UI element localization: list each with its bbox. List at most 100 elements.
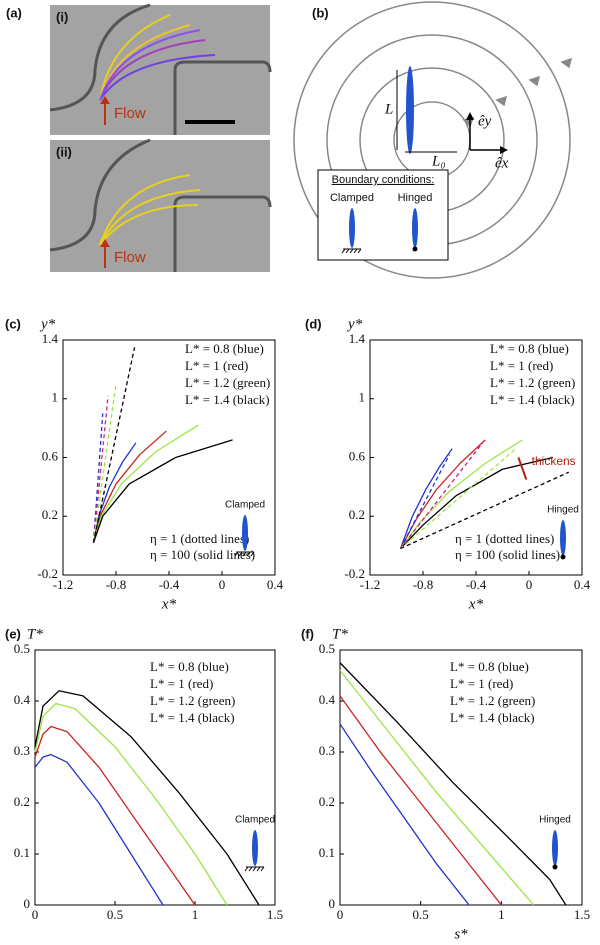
x-tick-label: -1.2 <box>53 577 74 592</box>
legend-text: L* = 1.2 (green) <box>150 693 235 708</box>
fiber-icon <box>552 830 558 866</box>
plot-frame <box>339 649 583 906</box>
y-tick-label: 0.5 <box>319 641 335 656</box>
x-tick-label: -1.2 <box>360 577 381 592</box>
x-tick-label: -0.4 <box>466 577 487 592</box>
x-tick-label: 0.4 <box>267 577 284 592</box>
note: η = 100 (solid lines) <box>455 547 560 562</box>
x-axis-label: x* <box>468 596 484 612</box>
boundary-label: Clamped <box>235 815 275 826</box>
y-tick-label: 1 <box>359 390 366 405</box>
y-tick-label: 0.2 <box>319 794 335 809</box>
clamp-hatch <box>244 866 265 872</box>
x-tick-label: -0.8 <box>413 577 434 592</box>
x-tick-label: -0.4 <box>159 577 180 592</box>
annotation: thickens <box>532 454 576 468</box>
boundary-label: Hinged <box>547 505 579 516</box>
photo <box>49 3 272 135</box>
legend-text: L* = 0.8 (blue) <box>185 341 264 356</box>
curve <box>34 702 228 906</box>
y-tick-label: 0 <box>24 896 31 911</box>
legend-text: L* = 0.8 (blue) <box>490 341 569 356</box>
offset-label: L₀ <box>431 153 446 169</box>
y-tick-label: 0.1 <box>14 845 30 860</box>
x-tick-label: 0.4 <box>574 577 591 592</box>
y-tick-label: 1.4 <box>349 331 366 346</box>
note: η = 1 (dotted lines) <box>455 531 554 546</box>
y-tick-label: 0.1 <box>319 845 335 860</box>
x-axis-label: x* <box>161 596 177 612</box>
y-tick-label: 0 <box>329 896 336 911</box>
curve <box>400 448 517 550</box>
fiber-icon <box>252 830 258 866</box>
photo <box>49 138 272 272</box>
curve <box>34 753 164 906</box>
legend-text: L* = 1 (red) <box>150 676 213 691</box>
curve <box>92 430 167 543</box>
annotation-arrow <box>517 457 528 480</box>
hinged-label: Hinged <box>398 192 433 204</box>
axis-label: êy <box>478 113 492 129</box>
y-tick-label: 0.4 <box>319 692 336 707</box>
flow-label: Flow <box>114 105 146 122</box>
note: η = 1 (dotted lines) <box>150 531 249 546</box>
curve <box>399 442 484 549</box>
y-tick-label: 0.5 <box>14 641 30 656</box>
y-tick-label: 0.6 <box>42 448 59 463</box>
curve <box>92 439 233 543</box>
boundary-label: Clamped <box>225 500 265 511</box>
legend-box <box>317 169 449 261</box>
legend-text: L* = 0.8 (blue) <box>150 659 229 674</box>
x-tick-label: 0.5 <box>413 907 429 922</box>
x-tick-label: 0.5 <box>107 907 123 922</box>
curve <box>339 662 567 906</box>
y-tick-label: 0.3 <box>14 743 30 758</box>
panel-label: (c) <box>5 316 21 331</box>
length-label: L <box>384 101 393 117</box>
y-tick-label: 0.4 <box>14 692 31 707</box>
subpanel-label: (i) <box>56 9 68 24</box>
y-axis-label: T* <box>332 626 348 642</box>
panel-label: (f) <box>301 626 314 641</box>
x-tick-label: 1 <box>498 907 505 922</box>
x-tick-label: 0 <box>219 577 226 592</box>
curve <box>339 723 470 906</box>
y-tick-label: 1.4 <box>42 331 59 346</box>
legend-text: L* = 1 (red) <box>490 358 553 373</box>
legend-text: L* = 1 (red) <box>185 358 248 373</box>
legend-text: L* = 1.2 (green) <box>490 375 575 390</box>
clamp-hatch <box>234 551 255 557</box>
legend-text: L* = 1.4 (black) <box>490 392 575 407</box>
legend-text: L* = 1.4 (black) <box>185 392 270 407</box>
x-tick-label: 0 <box>526 577 533 592</box>
hinge <box>552 864 558 870</box>
curve <box>339 695 502 906</box>
clamped-label: Clamped <box>330 192 374 204</box>
x-tick-label: 1.5 <box>574 907 590 922</box>
panel-label: (a) <box>6 5 22 20</box>
y-tick-label: 0.2 <box>349 507 365 522</box>
boundary-label: Hinged <box>539 815 571 826</box>
flow-label: Flow <box>114 249 146 266</box>
curve <box>92 395 109 543</box>
x-tick-label: 1 <box>192 907 199 922</box>
y-axis-label: y* <box>39 316 56 332</box>
y-tick-label: 1 <box>52 390 59 405</box>
curve <box>399 454 451 549</box>
subpanel-label: (ii) <box>56 144 72 159</box>
legend-text: L* = 1 (red) <box>450 676 513 691</box>
fiber-icon <box>242 515 248 551</box>
legend-text: L* = 1.4 (black) <box>450 710 535 725</box>
fiber-diagram <box>396 66 508 154</box>
y-tick-label: -0.2 <box>344 566 365 581</box>
icons <box>341 208 418 254</box>
curve <box>92 424 199 543</box>
y-tick-label: 0.3 <box>319 743 335 758</box>
curve <box>34 690 260 906</box>
note: η = 100 (solid lines) <box>150 547 255 562</box>
panel-label: (e) <box>5 626 21 641</box>
legend-text: L* = 1.4 (black) <box>150 710 235 725</box>
box-title: Boundary conditions: <box>332 174 435 186</box>
y-tick-label: 0.2 <box>42 507 58 522</box>
hinge <box>560 554 566 560</box>
